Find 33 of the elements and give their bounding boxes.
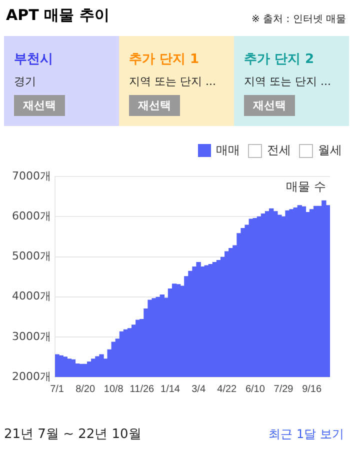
x-tick-label: 4/22 (217, 384, 238, 395)
text: 전세 (267, 142, 291, 159)
legend-label: 매매 (216, 142, 240, 159)
text: 재선택 (244, 95, 295, 116)
annotation: 매물 수 (286, 180, 326, 194)
y-tick-label: 3000개 (12, 330, 51, 343)
y-tick-label: 6000개 (12, 210, 51, 223)
x-tick-label: 6/10 (245, 384, 266, 395)
text: 재선택 (14, 95, 65, 116)
text: 월세 (318, 142, 342, 159)
text: 경기 (14, 74, 37, 89)
text: 부천시 (14, 51, 54, 68)
text: 재선택 (129, 95, 180, 116)
y-tick-label: 4000개 (12, 290, 51, 303)
text: ※ 출처 : 인터넷 매물 (252, 13, 346, 26)
text: 최근 1달 보기 (268, 426, 344, 443)
x-tick-label: 3/4 (192, 384, 206, 395)
text: 추가 단지 2 (244, 51, 316, 68)
x-tick-label: 8/20 (76, 384, 96, 395)
x-tick-label: 11/26 (130, 384, 155, 395)
x-tick-label: 7/1 (50, 384, 64, 395)
y-tick-label: 2000개 (12, 370, 51, 383)
y-tick-label: 7000개 (12, 169, 51, 182)
chart-title: APT 매물 추이 (6, 6, 110, 25)
text: 지역 또는 단지 ... (244, 74, 332, 89)
text: 추가 단지 1 (129, 51, 200, 68)
x-tick-label: 9/16 (302, 384, 322, 395)
x-tick-label: 1/14 (160, 384, 180, 395)
x-tick-label: 7/29 (274, 384, 294, 395)
x-tick-label: 10/8 (104, 384, 124, 395)
y-tick-label: 5000개 (12, 250, 51, 263)
text: 21년 7월 ~ 22년 10월 (4, 426, 142, 443)
text: 지역 또는 단지 ... (129, 74, 217, 89)
